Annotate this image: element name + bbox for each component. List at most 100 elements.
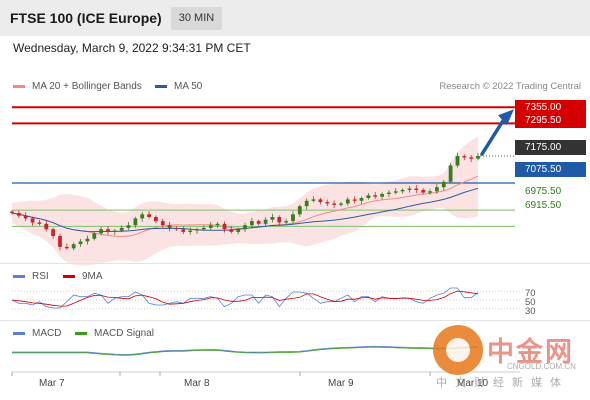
candle-body — [106, 229, 110, 232]
watermark-subtitle: 中文财经新媒体 — [436, 376, 569, 389]
candle-body — [297, 206, 302, 215]
rsi-level-30: 30 — [525, 306, 536, 317]
rsi-level-50: 50 — [525, 297, 536, 308]
legend-rsi-label: RSI — [32, 271, 49, 282]
candle-body — [208, 225, 213, 228]
interval-badge[interactable]: 30 MIN — [171, 7, 222, 30]
candle-body — [17, 213, 21, 216]
x-tick-mar10: Mar 10 — [457, 378, 489, 389]
candle-body — [133, 218, 138, 226]
candle-body — [455, 156, 460, 166]
level-label-7075: 7075.50 — [515, 162, 586, 177]
x-tick-mar7: Mar 7 — [39, 378, 65, 389]
candle-body — [469, 157, 474, 159]
candle-body — [10, 211, 14, 213]
macd-signal-swatch — [75, 332, 87, 335]
legend-ma50-label: MA 50 — [174, 81, 203, 92]
forecast-arrow-head — [498, 109, 514, 126]
candle-body — [414, 188, 419, 190]
rsi-9ma-swatch — [63, 275, 75, 278]
candle-body — [119, 227, 124, 231]
rsi-level-70: 70 — [525, 288, 536, 299]
candle-body — [263, 219, 268, 224]
candle-body — [448, 165, 453, 182]
candle-body — [78, 241, 83, 245]
candle-body — [236, 229, 241, 232]
macd-signal-line — [12, 346, 479, 356]
x-tick-mar8: Mar 8 — [184, 378, 210, 389]
candle-body — [154, 217, 158, 222]
candle-body — [195, 229, 199, 231]
candle-body — [256, 221, 261, 224]
candle-body — [167, 225, 172, 228]
candle-body — [174, 227, 179, 230]
candle-body — [147, 214, 151, 217]
candle-body — [64, 246, 69, 249]
candle-body — [277, 217, 282, 223]
legend-macd: MACD — [13, 328, 61, 339]
candle-body — [112, 230, 117, 232]
candle-body — [359, 198, 364, 201]
candle-body — [291, 214, 295, 222]
candle-body — [215, 223, 220, 226]
rsi-9ma-line — [11, 290, 479, 307]
chart-title: FTSE 100 (ICE Europe) — [10, 10, 162, 26]
candle-body — [85, 238, 90, 242]
legend-macd-signal-label: MACD Signal — [94, 328, 155, 339]
candle-body — [421, 189, 426, 193]
candle-body — [250, 221, 254, 226]
legend-ma20-label: MA 20 + Bollinger Bands — [32, 81, 142, 92]
candle-body — [318, 199, 323, 203]
watermark-logo-icon — [433, 325, 483, 375]
candle-body — [284, 221, 288, 223]
candle-body — [407, 188, 412, 190]
candle-body — [462, 156, 467, 158]
candle-body — [332, 203, 336, 205]
research-credit: Research © 2022 Trading Central — [439, 81, 581, 92]
candle-body — [202, 227, 206, 230]
legend-macd-label: MACD — [32, 328, 62, 339]
candle-body — [44, 223, 49, 230]
legend-ma50: MA 50 — [155, 81, 202, 92]
level-label-7355: 7355.00 — [515, 100, 586, 115]
candle-body — [92, 233, 97, 239]
chart-header: FTSE 100 (ICE Europe) 30 MIN — [0, 0, 590, 36]
candle-body — [373, 195, 378, 197]
candle-body — [387, 192, 391, 194]
candle-body — [229, 229, 234, 232]
level-label-6915: 6915.50 — [525, 200, 562, 211]
level-label-6975: 6975.50 — [525, 186, 562, 197]
forecast-arrow-shaft — [480, 117, 506, 156]
candle-body — [23, 215, 28, 219]
candle-body — [126, 225, 131, 228]
candle-body — [181, 229, 186, 232]
ma20-swatch — [13, 85, 25, 88]
candle-body — [160, 221, 165, 226]
candle-body — [71, 244, 76, 249]
candle-body — [270, 217, 275, 220]
candle-body — [51, 229, 55, 236]
watermark-chinese: 中金网 — [487, 337, 574, 368]
candle-body — [37, 222, 42, 224]
legend-macd-signal: MACD Signal — [75, 328, 154, 339]
candle-body — [339, 203, 343, 205]
legend-rsi-9ma: 9MA — [63, 271, 103, 282]
macd-line — [12, 345, 479, 355]
candle-body — [140, 214, 145, 219]
candle-body — [400, 189, 405, 192]
candle-body — [30, 218, 35, 223]
rsi-separator — [0, 263, 590, 264]
bollinger-band — [12, 136, 478, 266]
candle-body — [222, 223, 227, 230]
legend-ma20: MA 20 + Bollinger Bands — [13, 81, 142, 92]
candle-body — [325, 202, 330, 204]
candle-body — [304, 200, 309, 207]
candle-body — [441, 181, 446, 188]
watermark-url: CNGOLD.COM.CN — [507, 362, 576, 371]
rsi-swatch — [13, 275, 25, 278]
candle-body — [345, 199, 350, 204]
candle-body — [428, 191, 432, 193]
candle-body — [380, 194, 384, 197]
candle-body — [243, 225, 247, 230]
